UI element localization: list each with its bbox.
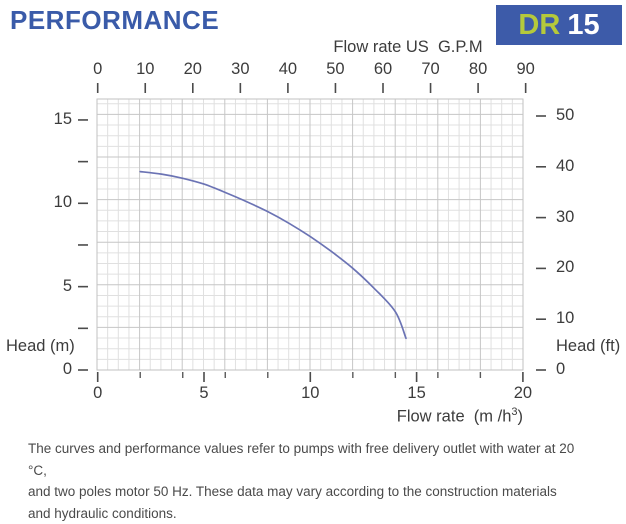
top-axis-tick-label: 0 bbox=[93, 60, 102, 79]
top-axis-tick-label: 40 bbox=[279, 60, 297, 79]
right-axis-tick-label: 40 bbox=[556, 157, 574, 176]
left-axis-tick-label: 15 bbox=[30, 110, 72, 129]
bottom-axis-tick-label: 20 bbox=[514, 384, 532, 403]
right-axis-tick-label: 10 bbox=[556, 309, 574, 328]
top-axis-tick-label: 10 bbox=[136, 60, 154, 79]
left-axis-tick-label: 10 bbox=[30, 193, 72, 212]
bottom-axis-tick-label: 15 bbox=[407, 384, 425, 403]
left-axis-tick-label: 5 bbox=[30, 277, 72, 296]
bottom-axis-title: Flow rate (m /h3) bbox=[340, 406, 523, 427]
left-axis-title: Head (m) bbox=[6, 337, 72, 356]
bottom-axis-tick-label: 10 bbox=[301, 384, 319, 403]
bottom-axis-title-text: Flow rate (m /h bbox=[397, 408, 512, 426]
bottom-axis-tick-label: 0 bbox=[93, 384, 102, 403]
right-axis-tick-label: 30 bbox=[556, 208, 574, 227]
bottom-axis-title-close: ) bbox=[518, 408, 524, 426]
top-axis-tick-label: 90 bbox=[516, 60, 534, 79]
right-axis-tick-label: 20 bbox=[556, 258, 574, 277]
left-axis-tick-label: 0 bbox=[30, 360, 72, 379]
top-axis-tick-label: 80 bbox=[469, 60, 487, 79]
right-axis-title: Head (ft) bbox=[556, 337, 626, 356]
top-axis-tick-label: 30 bbox=[231, 60, 249, 79]
head-curve bbox=[140, 172, 406, 339]
top-axis-tick-label: 50 bbox=[326, 60, 344, 79]
footnote-line: The curves and performance values refer … bbox=[28, 438, 588, 481]
right-axis-tick-label: 50 bbox=[556, 106, 574, 125]
top-axis-tick-label: 70 bbox=[421, 60, 439, 79]
footnote-line: and hydraulic conditions. bbox=[28, 503, 588, 524]
axis-tick-marks bbox=[78, 83, 546, 382]
top-axis-tick-label: 60 bbox=[374, 60, 392, 79]
right-axis-tick-label: 0 bbox=[556, 360, 565, 379]
top-axis-tick-label: 20 bbox=[184, 60, 202, 79]
bottom-axis-tick-label: 5 bbox=[199, 384, 208, 403]
footnote-line: and two poles motor 50 Hz. These data ma… bbox=[28, 481, 588, 503]
footnote: The curves and performance values refer … bbox=[28, 438, 588, 524]
